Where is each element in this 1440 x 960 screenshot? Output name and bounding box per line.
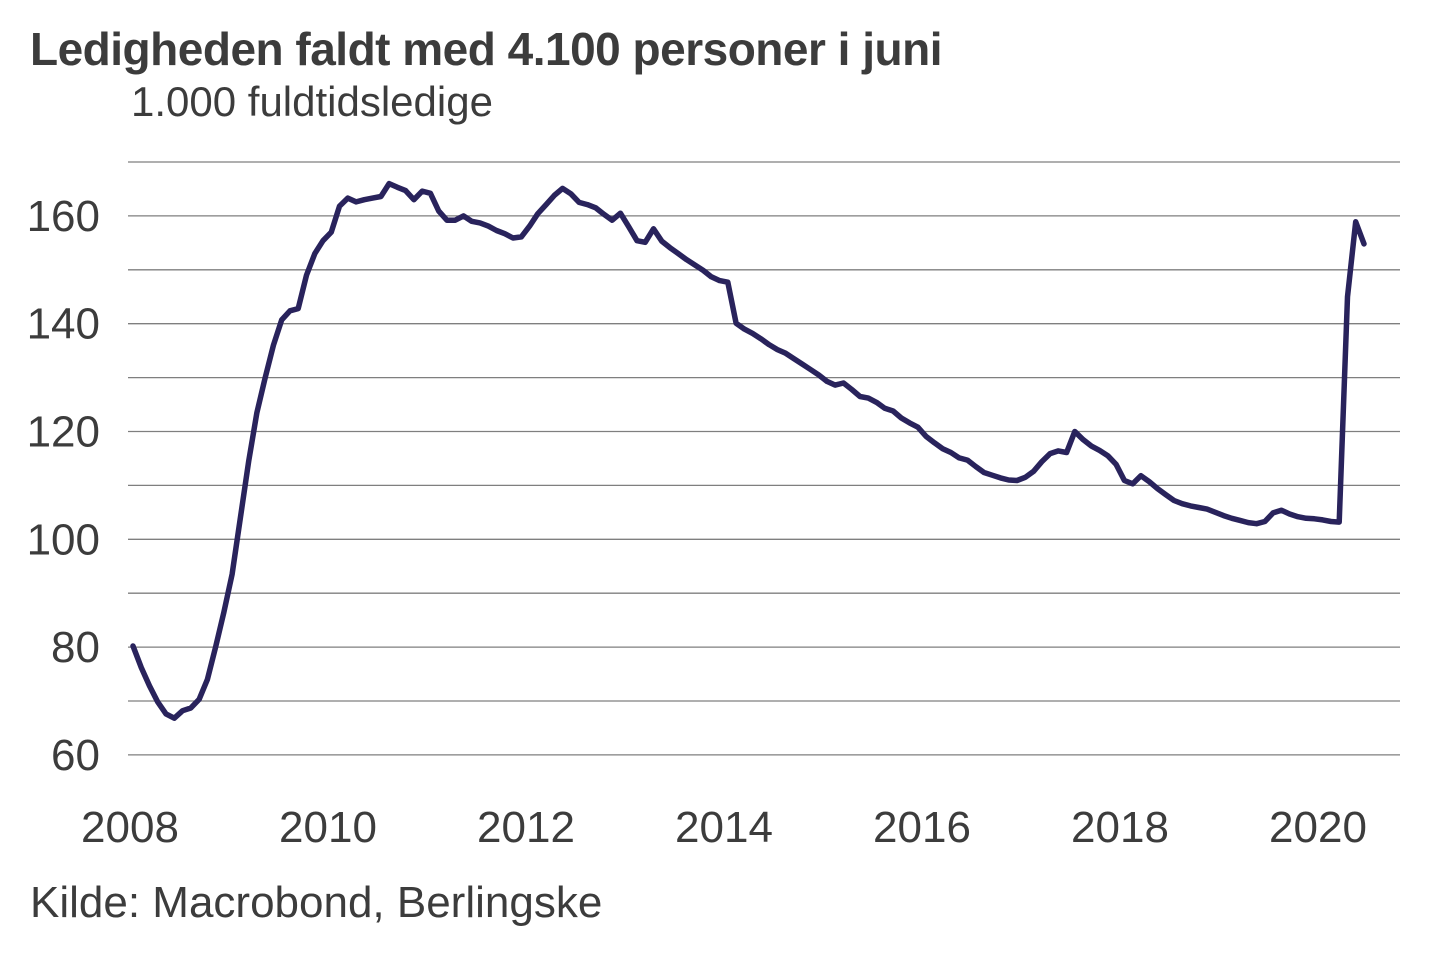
x-axis-tick-label: 2018	[1071, 803, 1169, 852]
y-axis-tick-label: 160	[27, 192, 100, 241]
y-axis-tick-label: 140	[27, 300, 100, 349]
source-caption: Kilde: Macrobond, Berlingske	[30, 878, 603, 927]
unemployment-line	[130, 180, 1367, 721]
chart-title: Ledigheden faldt med 4.100 personer i ju…	[30, 23, 942, 75]
y-axis-tick-label: 120	[27, 408, 100, 457]
y-axis-tick-label: 100	[27, 515, 100, 564]
chart-subtitle: 1.000 fuldtidsledige	[131, 78, 493, 125]
x-axis-tick-label: 2008	[81, 803, 179, 852]
y-axis-tick-label: 60	[51, 731, 100, 780]
x-axis-tick-label: 2010	[279, 803, 377, 852]
x-axis-tick-label: 2014	[675, 803, 773, 852]
x-axis-tick-label: 2016	[873, 803, 971, 852]
y-axis-tick-label: 80	[51, 623, 100, 672]
x-axis-tick-label: 2020	[1269, 803, 1367, 852]
x-axis-tick-label: 2012	[477, 803, 575, 852]
